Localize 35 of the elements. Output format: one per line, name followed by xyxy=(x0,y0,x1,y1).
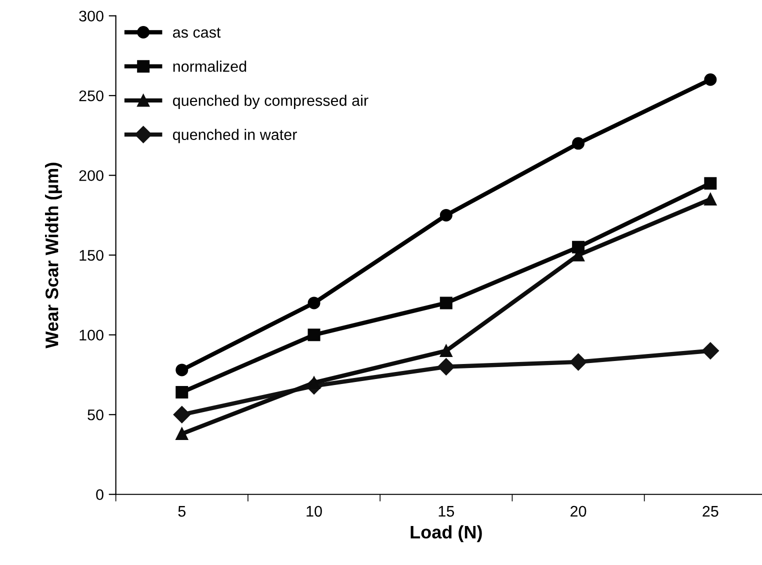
legend-label: as cast xyxy=(173,28,221,38)
x-tick-label: 25 xyxy=(702,506,718,517)
y-tick-label: 300 xyxy=(79,10,104,22)
x-tick-label: 15 xyxy=(438,506,454,517)
y-tick-label: 100 xyxy=(80,330,104,341)
y-tick-label: 200 xyxy=(79,170,104,182)
y-tick-label: 50 xyxy=(88,409,104,420)
point xyxy=(176,428,188,440)
y-tick-label: 250 xyxy=(79,90,104,102)
point xyxy=(440,208,452,222)
y-axis-title: Wear Scar Width (µm) xyxy=(45,162,62,348)
legend-label: quenched by compressed air xyxy=(172,94,368,109)
x-tick-label: 20 xyxy=(570,506,586,517)
legend-label: normalized xyxy=(173,60,246,72)
point xyxy=(308,296,320,310)
x-axis-title: Load (N) xyxy=(410,525,482,542)
point xyxy=(173,406,190,424)
point xyxy=(176,386,188,399)
y-tick-label: 0 xyxy=(96,489,104,500)
point xyxy=(438,358,455,376)
legend-label: quenched in water xyxy=(172,128,297,144)
point xyxy=(704,177,717,190)
point xyxy=(704,73,717,86)
point xyxy=(702,342,719,360)
x-tick-label: 10 xyxy=(306,506,322,517)
x-tick-label: 5 xyxy=(178,506,186,517)
point xyxy=(440,344,452,358)
point xyxy=(572,137,585,150)
point xyxy=(570,353,587,371)
point xyxy=(572,240,585,254)
y-tick-label: 150 xyxy=(80,250,104,261)
point xyxy=(308,328,320,342)
point xyxy=(704,193,717,206)
point xyxy=(440,296,452,310)
point xyxy=(176,364,188,376)
